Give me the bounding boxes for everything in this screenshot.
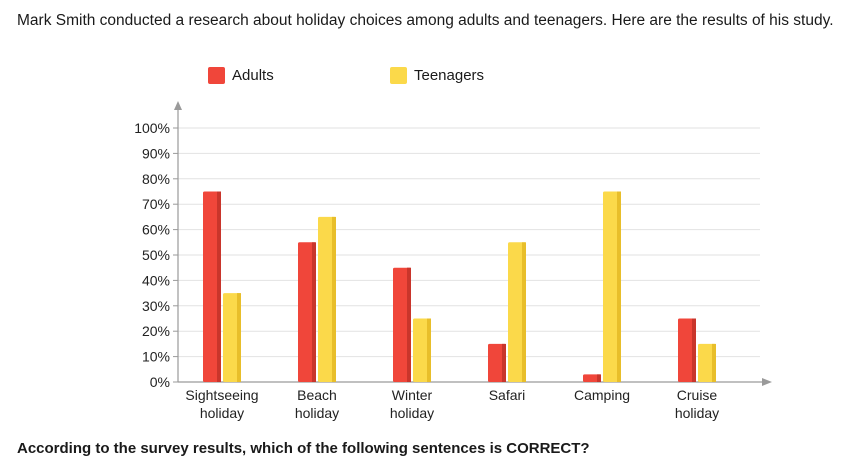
bar-adults-shade [597, 374, 601, 382]
bar-adults [298, 242, 316, 382]
bar-adults-shade [692, 318, 696, 382]
bar-teenagers-shade [427, 318, 431, 382]
bar-teenagers [698, 343, 716, 382]
x-category-label-line: Winter [392, 387, 433, 403]
y-tick-label: 80% [142, 171, 170, 187]
question-text: According to the survey results, which o… [17, 440, 590, 457]
legend-teenagers-label: Teenagers [414, 67, 485, 84]
bar-chart: 0% 10% 20% 30% 40% 50% 60% 70% 80% 90% 100% Sightse… [134, 101, 772, 421]
bar-teenagers-shade [712, 343, 716, 382]
bar-teenagers [603, 191, 621, 382]
bar-teenagers-shade [522, 242, 526, 382]
bar-adults [203, 191, 221, 382]
bar-adults-shade [312, 242, 316, 382]
x-category-label-line: holiday [675, 405, 719, 421]
legend-adults: Adults [208, 67, 274, 84]
legend-adults-label: Adults [232, 67, 274, 84]
bar-adults-shade [407, 267, 411, 382]
y-tick-label: 90% [142, 145, 170, 161]
bar-adults [678, 318, 696, 382]
y-tick-label: 10% [142, 349, 170, 365]
y-tick-label: 70% [142, 196, 170, 212]
x-category-label: Sightseeing holiday [185, 387, 258, 421]
y-tick-label: 50% [142, 247, 170, 263]
bar-teenagers [413, 318, 431, 382]
x-category-label-line: Safari [489, 387, 526, 403]
x-category-label-line: holiday [200, 405, 244, 421]
bar-adults [393, 267, 411, 382]
x-category-label: Winter holiday [390, 387, 434, 421]
x-category-label-line: holiday [295, 405, 339, 421]
bar-adults [488, 343, 506, 382]
bar-teenagers [508, 242, 526, 382]
bar-adults-shade [502, 343, 506, 382]
y-tick-label: 40% [142, 272, 170, 288]
x-category-label: Cruise holiday [675, 387, 719, 421]
y-tick-label: 100% [134, 120, 170, 136]
bar-adults-shade [217, 191, 221, 382]
x-category-label-line: Camping [574, 387, 630, 403]
bar-teenagers [223, 293, 241, 382]
x-category-label-line: Sightseeing [185, 387, 258, 403]
bar-teenagers [318, 216, 336, 382]
bar-adults [583, 374, 601, 382]
bar-teenagers-shade [332, 216, 336, 382]
y-tick-label: 20% [142, 323, 170, 339]
legend-adults-swatch [208, 67, 225, 84]
intro-text: Mark Smith conducted a research about ho… [17, 12, 834, 29]
x-category-label: Beach holiday [295, 387, 339, 421]
x-axis-arrow [762, 378, 772, 386]
y-tick-label: 30% [142, 298, 170, 314]
x-category-label: Camping [574, 387, 630, 403]
legend-teenagers-swatch [390, 67, 407, 84]
bar-teenagers-shade [237, 293, 241, 382]
y-tick-label: 0% [150, 374, 170, 390]
x-category-label-line: Cruise [677, 387, 718, 403]
legend-teenagers: Teenagers [390, 67, 484, 84]
bar-teenagers-shade [617, 191, 621, 382]
x-category-label-line: Beach [297, 387, 337, 403]
x-category-label-line: holiday [390, 405, 434, 421]
x-category-label: Safari [489, 387, 526, 403]
y-axis-arrow [174, 101, 182, 110]
y-tick-label: 60% [142, 222, 170, 238]
